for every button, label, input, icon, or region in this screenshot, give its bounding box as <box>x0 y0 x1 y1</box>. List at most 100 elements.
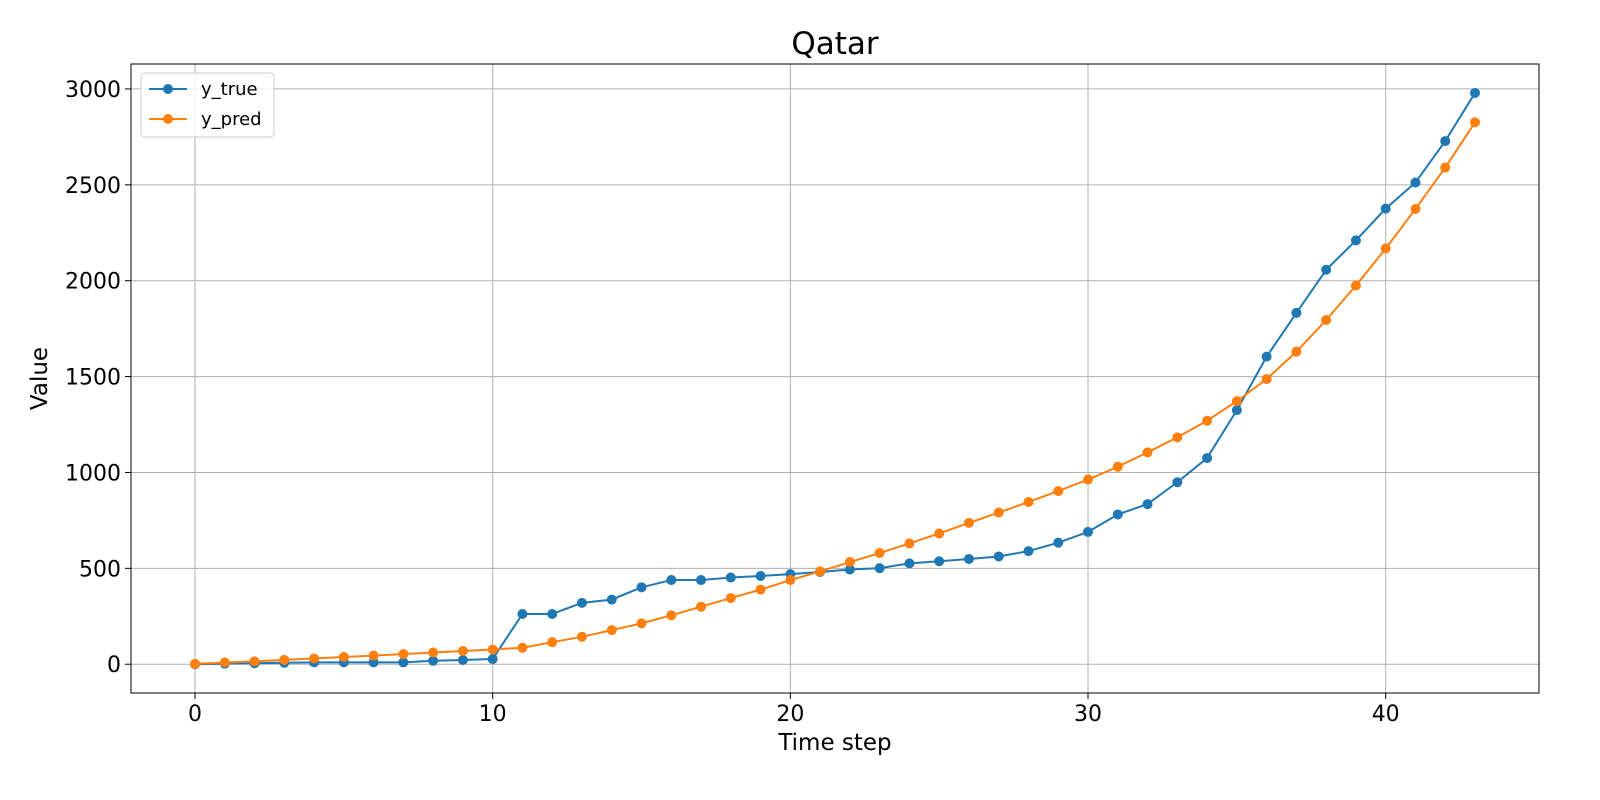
x-tick-label: 30 <box>1074 702 1102 727</box>
data-point <box>1053 537 1064 548</box>
legend-label-y-true: y_true <box>201 79 258 100</box>
x-tick-label: 20 <box>776 702 804 727</box>
data-point <box>606 625 617 636</box>
data-point <box>1142 447 1153 458</box>
y-tick-label: 1500 <box>65 366 121 391</box>
plot-frame <box>130 63 1540 694</box>
data-point <box>1202 415 1213 426</box>
data-point <box>1440 162 1451 173</box>
data-point <box>279 654 290 665</box>
legend-marker-y-true <box>163 84 173 94</box>
data-point <box>963 553 974 564</box>
data-point <box>1112 461 1123 472</box>
data-point <box>636 582 647 593</box>
y-axis-label: Value <box>27 347 53 410</box>
data-point <box>993 551 1004 562</box>
data-point <box>755 571 766 582</box>
data-point <box>844 564 855 575</box>
series-y-pred <box>190 117 1480 669</box>
data-point <box>1321 315 1332 326</box>
data-point <box>785 575 796 586</box>
data-point <box>696 575 707 586</box>
x-tick-label: 0 <box>188 702 202 727</box>
x-axis-label: Time step <box>777 730 891 756</box>
data-point <box>457 655 468 666</box>
series-layer <box>190 87 1480 670</box>
legend-label-y-pred: y_pred <box>201 109 262 130</box>
data-point <box>934 556 945 567</box>
data-point <box>1410 177 1421 188</box>
data-point <box>457 646 468 657</box>
data-point <box>190 658 200 669</box>
data-point <box>487 644 498 655</box>
data-point <box>249 656 260 667</box>
data-point <box>755 584 766 595</box>
data-point <box>1172 432 1183 443</box>
data-point <box>1231 396 1242 407</box>
data-point <box>1350 280 1361 291</box>
y-tick-label: 2500 <box>65 174 121 199</box>
y-tick-label: 500 <box>79 557 121 582</box>
data-point <box>1410 203 1421 214</box>
data-point <box>1202 453 1213 464</box>
data-point <box>398 657 409 668</box>
data-point <box>547 608 558 619</box>
data-point <box>309 653 320 664</box>
data-point <box>1112 509 1123 520</box>
data-point <box>904 558 915 569</box>
data-point <box>338 651 349 662</box>
y-tick-label: 1000 <box>65 461 121 486</box>
data-point <box>963 517 974 528</box>
y-tick-label: 2000 <box>65 270 121 295</box>
data-point <box>1291 307 1302 318</box>
data-point <box>487 654 498 665</box>
data-point <box>1023 496 1034 507</box>
tick-layer: 0 10 20 30 40 0 500 1000 1500 2000 2500 3000 <box>65 78 1400 727</box>
data-point <box>1470 117 1480 128</box>
data-point <box>815 566 826 577</box>
data-point <box>428 655 439 666</box>
data-point <box>1142 499 1153 510</box>
data-point <box>993 507 1004 518</box>
data-point <box>368 650 379 661</box>
data-point <box>398 649 409 660</box>
data-point <box>1440 136 1451 147</box>
data-point <box>1261 351 1272 362</box>
chart-title: Qatar <box>791 26 879 62</box>
data-point <box>696 601 707 612</box>
data-point <box>1380 243 1391 254</box>
data-point <box>874 548 885 559</box>
data-point <box>1231 405 1242 416</box>
data-point <box>428 647 439 658</box>
data-point <box>1083 474 1094 485</box>
legend: y_true y_pred <box>140 72 275 138</box>
y-tick-label: 3000 <box>65 78 121 103</box>
x-tick-label: 10 <box>479 702 507 727</box>
data-point <box>547 637 558 648</box>
data-point <box>844 557 855 568</box>
data-point <box>725 593 736 604</box>
data-point <box>1470 87 1480 98</box>
data-point <box>1083 526 1094 537</box>
data-point <box>219 657 230 668</box>
data-point <box>1291 346 1302 357</box>
data-point <box>1172 477 1183 488</box>
data-point <box>1321 264 1332 275</box>
data-point <box>666 610 677 621</box>
data-point <box>576 631 587 642</box>
legend-marker-y-pred <box>163 114 173 124</box>
data-point <box>517 642 528 653</box>
data-point <box>1023 546 1034 557</box>
y-tick-label: 0 <box>107 653 121 678</box>
data-point <box>636 618 647 629</box>
data-point <box>606 594 617 605</box>
grid <box>131 64 1539 693</box>
data-point <box>1261 374 1272 385</box>
data-point <box>666 575 677 586</box>
data-point <box>934 528 945 539</box>
x-tick-label: 40 <box>1372 702 1400 727</box>
data-point <box>874 563 885 574</box>
data-point <box>904 538 915 549</box>
data-point <box>576 597 587 608</box>
